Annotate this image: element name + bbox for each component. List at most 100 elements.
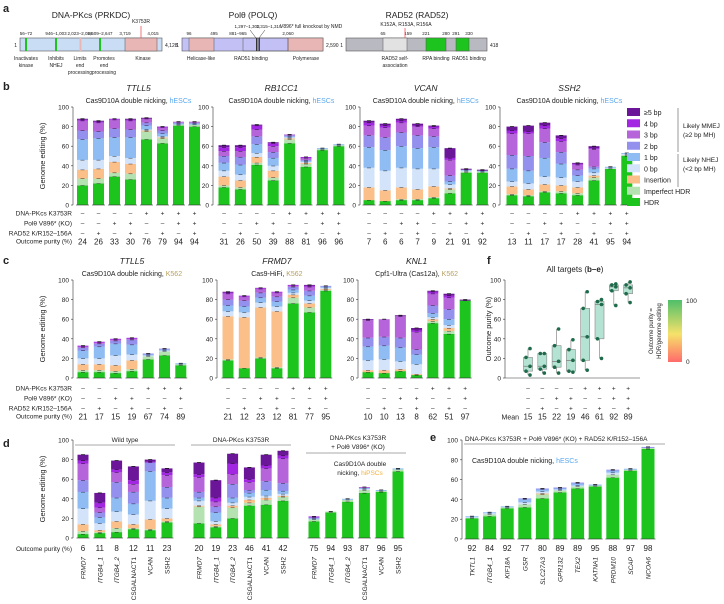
bar-segment-imperfecthdr [142,356,154,360]
bar-segment-3bp [363,125,375,136]
residue-number: 881–965 [229,31,247,36]
bar-segment-3bp [77,346,89,348]
bar-segment-0bp [395,167,407,188]
bar-segment-imperfecthdr [159,351,170,356]
domain-label: Promotes [93,56,115,62]
bar-segment-insertion [109,161,120,173]
bar-segment-1bp [255,297,267,303]
outcome-purity-value: 6 [383,238,388,247]
condition-rad: + [271,231,275,238]
outcome-purity-value: 21 [79,413,88,422]
bar-segment-insertion [444,188,456,190]
bar-segment-2bp [222,299,234,306]
condition-rad: – [555,406,559,413]
y-axis-label: Genome editing (%) [38,295,47,362]
legend-swatch [627,153,640,161]
bar-segment-2bp [251,136,263,145]
bar-segment-3bp [267,146,279,153]
bar-segment-imperfecthdr [539,191,551,193]
bar-segment-insertion [535,493,549,495]
condition-rad: – [526,406,530,413]
y-tick-label: 40 [206,336,214,343]
data-point [542,351,547,356]
outcome-purity-value: 10 [380,413,389,422]
condition-dna: + [288,211,292,218]
bar-segment-imperfecthdr [428,197,440,199]
condition-dna: – [222,211,226,218]
bar-segment-3bp [287,285,299,287]
bar-segment-0bp [210,521,222,525]
condition-rad: + [382,406,386,413]
bar-segment-4bp [522,131,534,134]
bar-segment-0bp [77,159,88,170]
outcome-purity-value: 74 [160,413,169,422]
domain-label: processing [92,70,116,76]
y-tick-label: 0 [454,537,458,544]
condition-rad: – [367,231,371,238]
row-label-pol: Polθ V896* (KO) [24,396,72,403]
bar-segment-2bp [363,135,375,148]
row-label-dna: DNA-PKcs K3753R [16,211,73,218]
bar-segment-hdr [362,372,374,378]
domain-label: RAD51 binding [452,56,486,62]
domain-label: NHEJ [49,63,63,69]
bar-segment-3bp [127,484,139,492]
bar-segment-2bp [93,343,105,347]
bar-segment-0bp [157,136,168,138]
protein-title-rad52: RAD52 (RAD52) [386,10,449,20]
bar-segment-insertion [443,328,455,331]
chart-subtitle: Cas9D10A double [334,461,387,468]
bar-segment-1bp [77,350,89,359]
chart-subtitle: Cas9D10A double nicking, hESCs [86,98,192,105]
bar-segment-2bp [157,130,168,134]
bar-segment-imperfecthdr [342,499,354,502]
bar-segment-imperfecthdr [157,138,168,144]
bar-segment-insertion [157,137,168,139]
condition-pol: – [598,396,602,403]
data-point [610,283,614,287]
outcome-purity-value: 46 [245,544,254,553]
bar-segment-hdr [255,358,267,378]
motif-marker [256,38,258,51]
condition-rad: – [114,406,118,413]
bar-segment-hdr [411,375,423,378]
condition-rad: + [337,231,341,238]
bar-segment-imperfecthdr [427,321,439,324]
condition-rad: + [130,406,134,413]
outcome-purity-value: 13 [396,413,405,422]
bar-segment-1bp [238,306,250,313]
bar-segment-5bp [459,299,471,301]
bar-segment-hdr [320,290,332,378]
bar-segment-4bp [125,119,136,121]
group-header: Wild type [112,437,139,444]
condition-rad: + [481,231,485,238]
bar-segment-2bp [255,292,267,298]
bar-segment-insertion [255,307,267,358]
bar-segment-insertion [126,360,138,370]
condition-dna: + [145,211,149,218]
bar-segment-2bp [395,132,407,147]
y-tick-label: 20 [489,183,497,190]
y-tick-label: 80 [206,297,214,304]
condition-rad: – [222,231,226,238]
outcome-purity-value: 62 [428,413,437,422]
bar-segment-hdr [394,371,406,378]
bar-segment-5bp [506,126,518,131]
bar-segment-imperfecthdr [271,367,283,369]
bar-segment-0bp [411,364,423,375]
bar-segment-0bp [193,500,205,506]
bar-segment-hdr [623,470,637,539]
bar-segment-2bp [77,130,88,140]
data-point [542,371,547,375]
outcome-purity-value: 96 [334,238,343,247]
bar-segment-5bp [260,454,272,466]
bar-segment-1bp [395,146,407,168]
bar-segment-2bp [193,491,205,498]
bar-segment-hdr [465,518,479,539]
bar-segment-5bp [234,145,246,148]
bar-segment-hdr [144,530,156,538]
mean-purity-value: 22 [552,413,561,422]
bar-segment-2bp [571,482,585,484]
outcome-purity-value: 26 [236,238,245,247]
y-tick-label: 60 [494,317,502,324]
